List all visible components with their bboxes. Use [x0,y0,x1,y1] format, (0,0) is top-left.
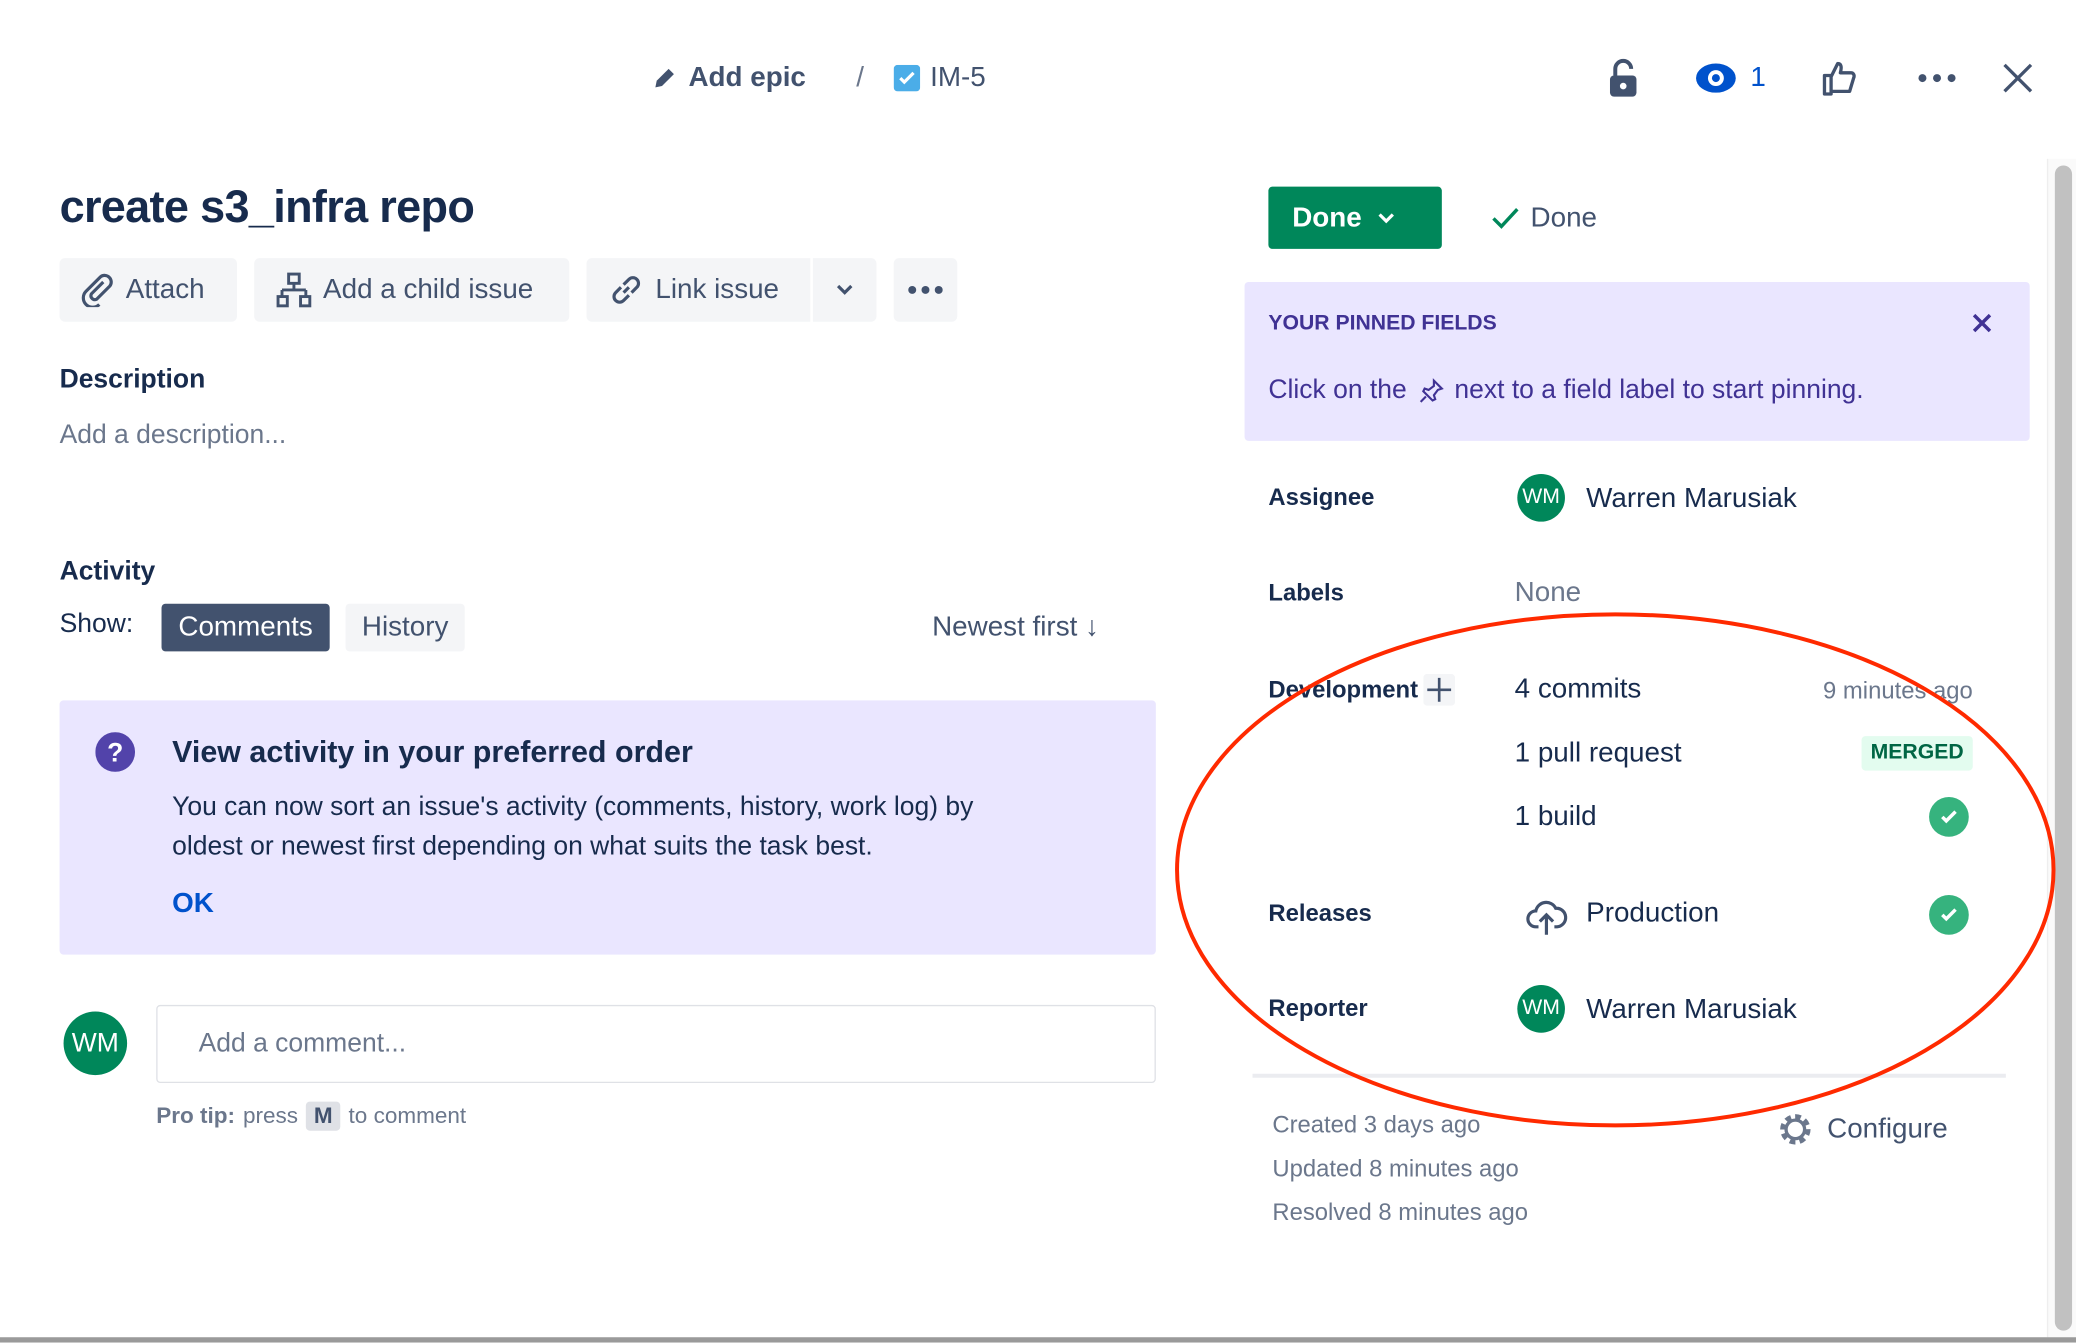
release-production[interactable]: Production [1586,897,1720,929]
pinned-fields-panel: YOUR PINNED FIELDS Click on the next to … [1244,282,2030,441]
plus-icon[interactable] [1423,673,1456,706]
release-success-icon [1929,895,1969,935]
add-epic-link[interactable]: Add epic [651,62,806,94]
thumbs-up-icon[interactable] [1821,60,1858,97]
show-label: Show: [59,609,134,639]
keyboard-key: M [305,1101,341,1131]
activity-heading: Activity [59,556,156,586]
status-button[interactable]: Done [1268,186,1442,249]
reporter-label: Reporter [1268,994,1368,1022]
resolved-date: Resolved 8 minutes ago [1272,1198,1529,1226]
cloud-upload-icon [1526,900,1568,935]
reporter-avatar[interactable]: WM [1517,985,1565,1033]
info-ok-button[interactable]: OK [172,888,214,919]
description-field[interactable]: Add a description... [59,420,287,450]
tab-history[interactable]: History [345,603,465,652]
avatar: WM [63,1011,128,1076]
watch-count: 1 [1750,62,1766,93]
link-issue-button[interactable]: Link issue [586,258,811,322]
gear-icon [1780,1114,1811,1145]
commits-time: 9 minutes ago [1823,677,1973,704]
close-icon[interactable] [2002,62,2034,94]
bottom-border [0,1337,2076,1343]
assignee-label: Assignee [1268,483,1375,511]
info-text-line2: oldest or newest first depending on what… [172,832,873,862]
assignee-avatar[interactable]: WM [1517,473,1565,522]
build-success-icon [1929,797,1969,837]
divider [1252,1073,2006,1078]
check-icon [1492,208,1519,229]
issue-key-link[interactable]: IM-5 [893,62,986,94]
breadcrumb-separator: / [856,62,864,93]
close-icon[interactable] [1972,313,1992,333]
attach-button[interactable]: Attach [59,258,237,322]
releases-label: Releases [1268,899,1372,927]
activity-order-info-panel: ? View activity in your preferred order … [59,700,1156,955]
task-checkbox-icon [893,64,920,92]
breadcrumb: Add epic / IM-5 [651,62,986,94]
created-date: Created 3 days ago [1272,1111,1481,1138]
labels-value[interactable]: None [1514,577,1582,608]
chevron-down-icon [836,284,853,295]
eye-icon [1696,63,1736,93]
comment-input[interactable]: Add a comment... [156,1004,1156,1084]
lock-icon[interactable] [1607,58,1639,98]
configure-button[interactable]: Configure [1777,1111,1948,1148]
resolution: Done [1491,203,1597,235]
more-options-icon[interactable] [1917,71,1957,84]
info-text-line1: You can now sort an issue's activity (co… [172,792,974,822]
hierarchy-icon [276,272,312,308]
watch-button[interactable]: 1 [1695,62,1766,94]
more-icon [908,285,943,294]
add-child-issue-button[interactable]: Add a child issue [254,258,570,322]
pull-request-link[interactable]: 1 pull request [1514,737,1682,768]
updated-date: Updated 8 minutes ago [1272,1155,1519,1182]
tab-comments[interactable]: Comments [161,603,330,652]
issue-title[interactable]: create s3_infra repo [59,182,475,233]
question-icon: ? [95,732,136,772]
svg-text:?: ? [107,737,123,767]
description-heading: Description [59,364,206,394]
chevron-down-icon [1377,212,1394,223]
sort-order-button[interactable]: Newest first ↓ [932,611,1099,643]
pinned-text: Click on the next to a field label to st… [1268,375,1864,405]
more-actions-button[interactable] [893,258,958,322]
reporter-name[interactable]: Warren Marusiak [1586,994,1797,1025]
assignee-name[interactable]: Warren Marusiak [1586,483,1797,514]
link-issue-dropdown[interactable] [812,258,877,322]
commits-link[interactable]: 4 commits [1514,673,1642,705]
scrollbar[interactable] [2046,158,2076,1338]
pro-tip: Pro tip: press M to comment [156,1101,466,1131]
build-link[interactable]: 1 build [1514,801,1597,832]
pin-icon [1419,377,1444,402]
development-label: Development [1268,673,1456,706]
pinned-title: YOUR PINNED FIELDS [1268,312,1497,335]
labels-label: Labels [1268,579,1344,606]
merged-badge: MERGED [1861,736,1973,771]
paperclip-icon [81,273,113,308]
pencil-icon [655,68,674,88]
scrollbar-thumb[interactable] [2054,165,2073,1331]
info-title: View activity in your preferred order [172,734,693,769]
link-icon [612,276,641,304]
